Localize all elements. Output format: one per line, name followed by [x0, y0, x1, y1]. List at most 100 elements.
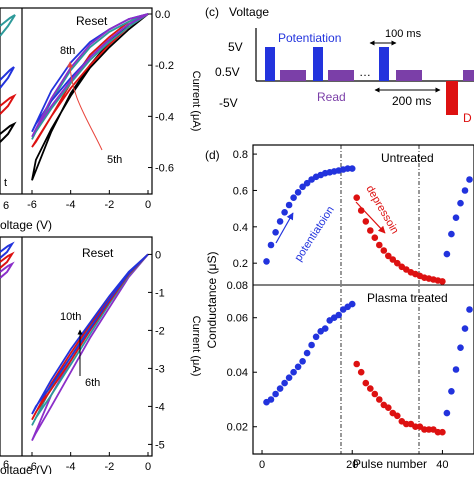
d_top-point-0-1 [267, 241, 275, 249]
d-top-y-tick-label-0: 0.8 [233, 149, 248, 161]
d_top-point-0-0 [263, 258, 270, 265]
c-read-pulse-1 [280, 70, 306, 81]
bl-y-ticks: 0 -1 -2 -3 -4 -5 [148, 249, 165, 451]
c-read-pulse-2 [328, 70, 354, 81]
c-level-m5v: -5V [219, 96, 238, 110]
tl-cycle-label-5th: 5th [107, 154, 122, 166]
d_top-point-2-3 [457, 199, 464, 207]
tl-x-tick-label-1: -4 [66, 199, 76, 211]
d_bottom-point-0-11 [312, 333, 320, 341]
d-x-tick-label-1: 20 [346, 459, 358, 471]
tl-x-tick-label-0: -6 [27, 199, 37, 211]
bl-x-tick-label-3: 0 [145, 461, 151, 473]
d-x-axis-label: Pulse number [353, 457, 427, 471]
panel-tl-frame [0, 7, 153, 195]
d_top-point-1-9 [394, 259, 401, 267]
bl-y-tick-label-0: 0 [155, 249, 161, 261]
d_top-point-1-0 [353, 194, 361, 201]
c-panel-label: (c) [205, 5, 219, 19]
d_bottom-point-0-5 [285, 374, 293, 382]
tl-partial-6: 6 [3, 200, 9, 212]
d_top-point-0-3 [276, 218, 284, 225]
d-y-axis-label: Conductance (μS) [205, 252, 219, 349]
d_top-point-2-4 [461, 187, 469, 194]
tl-loop-4 [31, 13, 149, 133]
d-top-y-tick-label-3: 0.2 [233, 258, 248, 270]
d-x-tick-label-0: 0 [259, 459, 265, 471]
c-potentiation-pulse-1 [265, 47, 275, 81]
panel-bl-frame [0, 236, 153, 457]
d_top-point-1-3 [367, 227, 374, 234]
panel-bl: Reset 10th 6th -6 -4 -2 0 0 -1 -2 -3 -4 -5 6 olt… [0, 236, 202, 477]
d-x-ticks: 0 20 40 [259, 450, 449, 471]
d_top-point-0-4 [281, 209, 288, 216]
tl-partial-t: t [4, 177, 7, 189]
d_top-point-0-7 [294, 189, 302, 196]
c-read-pulse-4 [463, 70, 474, 81]
d_top-point-1-19 [439, 278, 446, 285]
d_bottom-point-1-3 [367, 385, 374, 392]
d-bottom-y-tick-label-2: 0.02 [227, 422, 248, 434]
bl-cut-loop-purple [0, 261, 15, 279]
d_bottom-point-1-7 [385, 404, 392, 412]
d_bottom-point-0-10 [308, 341, 315, 349]
panel-c: (c) Voltage 5V 0.5V -5V Potentiation Rea… [205, 5, 474, 125]
tl-cut-loop-blue [0, 66, 15, 89]
d-top-y-tick-label-4: 0.08 [227, 280, 248, 292]
bl-y-tick-label-3: -3 [155, 363, 165, 375]
tl-x-tick-label-3: 0 [145, 199, 151, 211]
tl-x-ticks: -6 -4 -2 0 [27, 190, 151, 211]
d-top-points [263, 165, 473, 285]
bl-x-tick-label-2: -2 [104, 461, 114, 473]
d_bottom-point-0-4 [281, 379, 288, 387]
c-title: Voltage [229, 5, 269, 19]
c-partial-label: D [463, 111, 472, 125]
d-y-ticks: 0.8 0.6 0.4 0.2 0.08 0.06 0.04 0.02 [227, 149, 257, 434]
c-ellipsis: … [359, 65, 371, 79]
bl-loop-4 [31, 253, 149, 415]
c-potentiation-pulse-2 [313, 47, 323, 81]
d_bottom-point-2-2 [452, 366, 460, 373]
d_top-point-0-5 [285, 201, 293, 209]
tl-y-tick-label-0: 0.0 [155, 9, 170, 21]
d-bottom-title: Plasma treated [367, 291, 448, 305]
tl-y-tick-label-3: -0.6 [155, 163, 174, 175]
d-top-y-tick-label-1: 0.6 [233, 185, 248, 197]
tl-cut-loop-red [0, 93, 17, 115]
c-potentiation-label: Potentiation [278, 31, 341, 45]
panel-tl: Reset 8th 5th t -6 -4 -2 0 0.0-0.2-0.4-0.6 … [0, 7, 202, 232]
c-potentiation-pulse-3 [379, 47, 389, 81]
d_bottom-point-1-0 [353, 360, 361, 368]
d_bottom-point-2-0 [443, 409, 451, 417]
c-read-label: Read [317, 90, 346, 104]
bl-cycle-label-6th: 6th [85, 377, 100, 389]
tl-y-tick-label-1: -0.2 [155, 60, 174, 72]
d_top-point-0-8 [299, 183, 306, 191]
tl-y-tick-label-2: -0.4 [155, 111, 174, 123]
tl-right-axis-label: Current (μA) [190, 71, 202, 132]
tl-loop-2 [31, 13, 149, 148]
tl-cycle-arrow [67, 61, 103, 151]
d_top-point-2-2 [452, 214, 460, 221]
d_bottom-point-0-9 [303, 349, 311, 357]
c-width-label-200ms: 200 ms [392, 94, 431, 108]
d_top-point-1-2 [362, 218, 370, 225]
panel-d: (d) 0.8 0.6 0.4 0.2 0.08 0.06 0.04 0.02 0 20 40 U… [205, 144, 474, 471]
d_top-point-0-2 [272, 229, 279, 236]
bl-cut-loop-blue [0, 241, 15, 259]
d_top-point-2-5 [466, 176, 473, 183]
d_top-point-0-9 [303, 179, 311, 187]
bl-y-tick-label-4: -4 [155, 401, 165, 413]
d_bottom-point-1-19 [439, 428, 446, 436]
d_top-point-2-1 [448, 230, 455, 238]
d_bottom-point-2-4 [461, 325, 469, 332]
tl-loop-5 [31, 13, 149, 138]
tl-cycle-label-8th: 8th [60, 45, 75, 57]
bl-y-tick-label-5: -5 [155, 439, 165, 451]
d_bottom-point-0-16 [335, 311, 343, 319]
d-potentiation-label: potentiatoion [292, 204, 336, 263]
d_bottom-point-2-1 [448, 388, 455, 395]
bl-cycle-label-10th: 10th [60, 311, 81, 323]
d-panel-label: (d) [205, 148, 220, 162]
